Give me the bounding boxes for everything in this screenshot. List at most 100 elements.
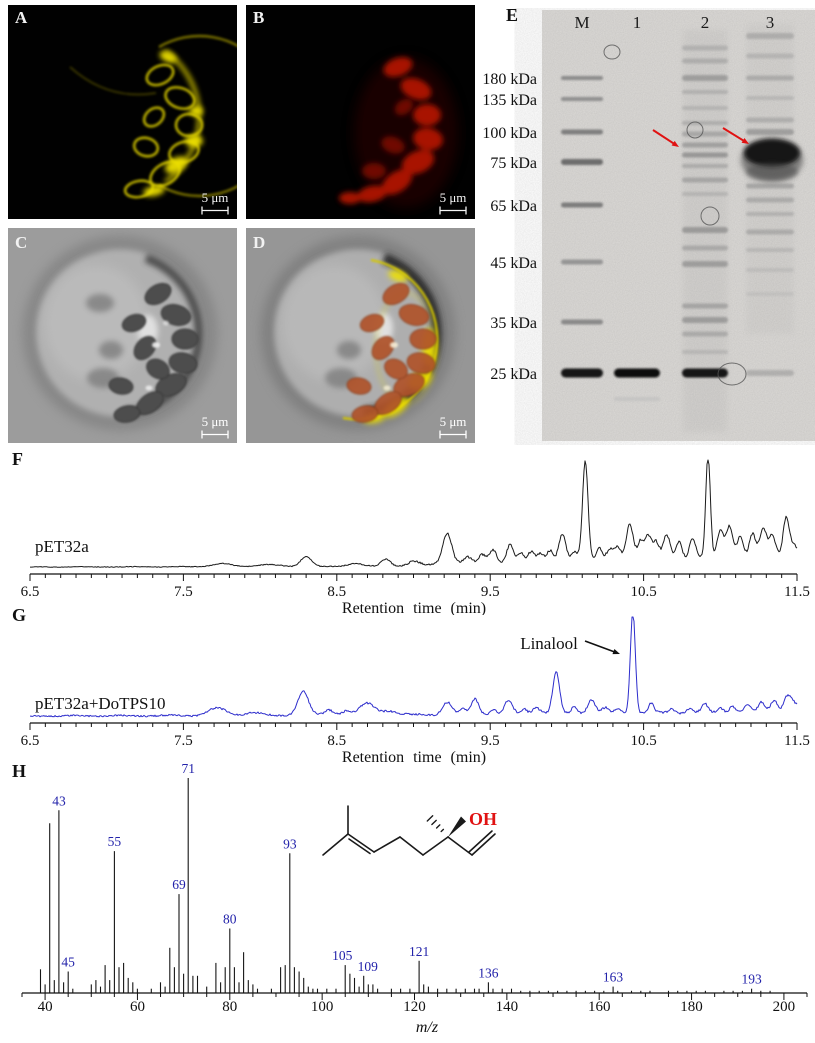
gel-bubble-artifact xyxy=(700,206,720,226)
gel-band xyxy=(746,248,794,252)
gel-band xyxy=(561,159,603,165)
panel-b-image: 5 μm xyxy=(246,5,475,219)
gel-band xyxy=(746,53,794,59)
ms-peak-label: 105 xyxy=(332,948,353,963)
panel-label-h: H xyxy=(12,761,27,781)
ms-peak-label: 93 xyxy=(283,836,297,851)
gel-band xyxy=(682,106,728,110)
scale-bar: 5 μm xyxy=(439,414,467,439)
gel-band xyxy=(614,397,660,401)
gel-band xyxy=(746,96,794,100)
gel-band xyxy=(746,33,794,39)
gel-bubble-artifact xyxy=(717,362,747,386)
gel-band xyxy=(561,97,603,101)
gel-band xyxy=(682,45,728,51)
protoplast-brightfield xyxy=(24,237,216,429)
scale-bar-label: 5 μm xyxy=(202,190,229,205)
x-tick-label: 200 xyxy=(773,999,796,1015)
hydroxyl-label: OH xyxy=(469,809,497,829)
gel-bubble-artifact xyxy=(603,44,621,60)
ms-peak-label: 193 xyxy=(741,972,762,987)
x-tick-label: 7.5 xyxy=(174,733,193,749)
protoplast-merged xyxy=(262,237,454,429)
gel-band xyxy=(746,117,794,123)
ms-peak-label: 45 xyxy=(61,955,75,970)
band-arrow xyxy=(722,127,749,144)
gel-image: M 1 2 3 180 kDa 135 kDa 100 kDa 75 kDa 65 kDa 45 … xyxy=(482,10,815,441)
series-label-pet32a-dotps10: pET32a+DoTPS10 xyxy=(35,694,166,713)
gel-band xyxy=(561,129,603,135)
gel-band xyxy=(682,261,728,267)
x-tick-label: 10.5 xyxy=(630,733,656,749)
x-tick-label: 160 xyxy=(588,999,611,1015)
gel-band xyxy=(682,58,728,64)
x-tick-label: 9.5 xyxy=(481,584,500,600)
gel-band xyxy=(746,129,794,135)
panel-label-g: G xyxy=(12,605,27,625)
panel-c-image: 5 μm xyxy=(8,228,237,443)
ms-peak-label: 71 xyxy=(181,761,195,776)
x-axis-title: m/z xyxy=(416,1019,439,1036)
x-tick-label: 100 xyxy=(311,999,334,1015)
gel-band xyxy=(682,142,728,148)
x-tick-label: 6.5 xyxy=(21,584,40,600)
gel-band xyxy=(746,183,794,189)
gel-band xyxy=(682,368,728,378)
scale-bar-label: 5 μm xyxy=(440,190,467,205)
panel-label-e: E xyxy=(506,5,519,25)
x-axis-title: Retention time (min) xyxy=(342,600,486,615)
x-tick-label: 140 xyxy=(496,999,519,1015)
chloroplast-overlay xyxy=(346,283,437,423)
x-tick-label: 8.5 xyxy=(327,584,346,600)
scale-bar: 5 μm xyxy=(201,414,229,439)
panel-label-a: A xyxy=(15,8,28,27)
panel-label-f: F xyxy=(12,449,23,469)
gel-band xyxy=(682,177,728,183)
gel-band xyxy=(682,90,728,94)
chromatogram-trace xyxy=(30,459,798,568)
gel-band xyxy=(561,368,603,378)
gel-band xyxy=(561,319,603,325)
gel-band xyxy=(682,245,728,251)
chromatogram-trace xyxy=(30,616,798,718)
linalool-annotation-label: Linalool xyxy=(520,634,578,653)
gel-band xyxy=(561,76,603,80)
panel-label-b: B xyxy=(253,8,265,27)
yfp-signal xyxy=(69,34,237,199)
gel-band xyxy=(746,268,794,272)
x-tick-label: 40 xyxy=(38,999,53,1015)
ms-peak-label: 136 xyxy=(478,965,499,980)
ms-peak-label: 80 xyxy=(223,912,237,927)
x-tick-label: 10.5 xyxy=(630,584,656,600)
x-tick-label: 7.5 xyxy=(174,584,193,600)
gel-lane-label: 1 xyxy=(633,13,642,32)
gel-marker-label: 100 kDa xyxy=(482,125,537,142)
gel-band xyxy=(682,331,728,337)
panel-label-d: D xyxy=(253,233,266,252)
x-tick-label: 11.5 xyxy=(784,584,810,600)
ms-peak-label: 109 xyxy=(358,959,379,974)
gel-band xyxy=(682,303,728,309)
structure-skeleton xyxy=(322,805,496,856)
linalool-structure: OH xyxy=(322,805,497,856)
x-tick-label: 6.5 xyxy=(21,733,40,749)
x-tick-label: 9.5 xyxy=(481,733,500,749)
gel-lane-label: 3 xyxy=(766,13,775,32)
ms-peak-label: 43 xyxy=(52,793,66,808)
gel-band xyxy=(682,75,728,81)
gel-band xyxy=(682,350,728,354)
gel-marker-label: 35 kDa xyxy=(490,315,537,332)
dashed-wedge-methyl xyxy=(426,815,445,833)
gel-bubble-artifact xyxy=(686,121,704,139)
scale-bar-label: 5 μm xyxy=(202,414,229,429)
chromatogram-pet32a-dotps10: 6.5 7.5 8.5 9.5 10.5 11.5 Retention time (min)… xyxy=(21,616,810,766)
panel-label-c: C xyxy=(15,233,28,252)
x-tick-label: 60 xyxy=(130,999,145,1015)
x-tick-label: 80 xyxy=(222,999,237,1015)
gel-band xyxy=(746,75,794,81)
gel-band xyxy=(746,370,794,376)
linalool-annotation: Linalool xyxy=(520,634,620,655)
gel-marker-label: 65 kDa xyxy=(490,198,537,215)
gel-marker-label: 180 kDa xyxy=(482,71,537,88)
